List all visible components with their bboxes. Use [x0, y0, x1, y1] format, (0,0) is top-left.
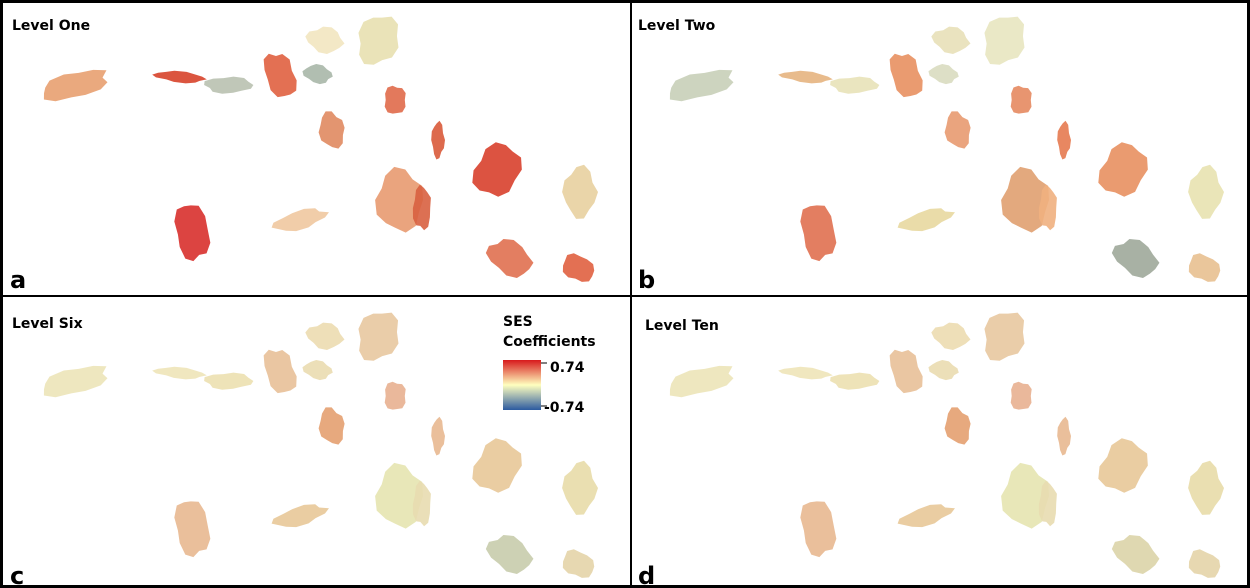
- legend-title: Coefficients: [503, 334, 596, 350]
- panel-title: Level Ten: [645, 318, 719, 334]
- legend-title: SES: [503, 314, 533, 330]
- legend-max: 0.74: [550, 360, 585, 376]
- panel-letter: b: [638, 266, 655, 294]
- panel-letter: a: [10, 266, 26, 294]
- region: [385, 382, 406, 410]
- color-ramp: [503, 360, 541, 410]
- figure: Level One Level Two Level Six Level Ten …: [0, 0, 1250, 588]
- panel-letter: c: [10, 562, 24, 588]
- panel-title: Level One: [12, 18, 90, 34]
- frame: [2, 2, 1249, 587]
- region: [1011, 382, 1032, 410]
- region: [1011, 86, 1032, 114]
- panel-letter: d: [638, 562, 655, 588]
- region: [385, 86, 406, 114]
- legend-min: -0.74: [544, 400, 585, 416]
- panel-title: Level Two: [638, 18, 716, 34]
- panel-title: Level Six: [12, 316, 83, 332]
